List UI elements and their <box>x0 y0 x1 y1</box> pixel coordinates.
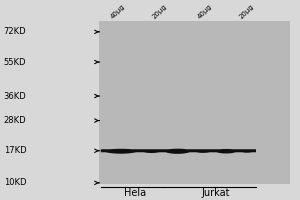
Text: 40μg: 40μg <box>110 3 127 20</box>
Text: 20μg: 20μg <box>152 3 169 20</box>
Text: 28KD: 28KD <box>4 116 26 125</box>
Text: 36KD: 36KD <box>4 92 26 101</box>
Text: 55KD: 55KD <box>4 58 26 67</box>
Text: 20μg: 20μg <box>238 3 255 20</box>
Polygon shape <box>101 149 256 154</box>
Text: 40μg: 40μg <box>196 3 213 20</box>
Text: 17KD: 17KD <box>4 146 26 155</box>
Bar <box>99 21 290 184</box>
Text: 72KD: 72KD <box>4 27 26 36</box>
Text: Hela: Hela <box>124 188 146 198</box>
Text: 10KD: 10KD <box>4 178 26 187</box>
Text: Jurkat: Jurkat <box>201 188 230 198</box>
